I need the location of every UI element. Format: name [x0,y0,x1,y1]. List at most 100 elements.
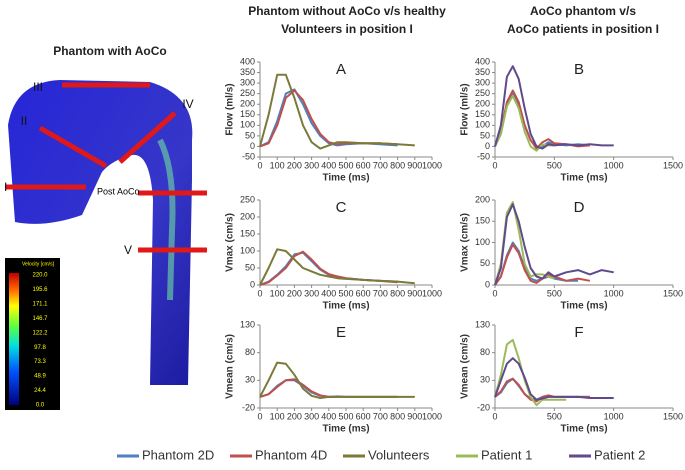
series-line [259,361,415,399]
y-tick-label: 130 [475,319,490,329]
y-tick-label: 250 [240,194,255,204]
x-tick-label: 0 [257,160,262,170]
legend-label: Patient 1 [481,447,532,462]
legend-label: Patient 2 [594,447,645,462]
plane-label: Post AoCo [97,186,140,196]
colorbar [9,273,19,405]
y-tick-label: 200 [240,99,255,109]
x-tick-label: 1500 [663,288,683,298]
x-tick-label: 900 [407,411,422,421]
series-line [259,378,398,398]
x-axis-label: Time (ms) [560,424,607,435]
x-tick-label: 700 [373,411,388,421]
x-tick-label: 200 [287,411,302,421]
colorbar-tick: 73.3 [34,359,46,365]
x-tick-label: 600 [356,411,371,421]
x-tick-label: 100 [270,160,285,170]
plane-label: IV [182,97,193,111]
y-tick-label: 130 [240,319,255,329]
x-tick-label: 700 [373,160,388,170]
x-tick-label: 1000 [604,288,624,298]
y-axis-label: Vmean (cm/s) [225,334,236,399]
x-tick-label: 1500 [663,411,683,421]
x-tick-label: 1000 [422,288,442,298]
x-tick-label: 300 [304,288,319,298]
colorbar-tick: 220.0 [32,273,48,279]
x-tick-label: 500 [547,288,562,298]
y-tick-label: 150 [240,228,255,238]
x-tick-label: 1000 [604,411,624,421]
x-tick-label: 800 [390,160,405,170]
plane [38,125,108,169]
y-axis-label: Vmax (cm/s) [225,213,236,272]
y-tick-label: 0 [485,141,490,151]
x-tick-label: 800 [390,288,405,298]
y-tick-label: 350 [475,67,490,77]
colorbar-tick: 122.2 [32,330,48,336]
y-tick-label: 30 [480,375,490,385]
y-tick-label: 100 [475,237,490,247]
y-tick-label: 80 [480,347,490,357]
colorbar-tick: 195.6 [32,287,48,293]
y-tick-label: -20 [477,402,490,412]
series-line [259,88,398,148]
y-tick-label: 200 [240,211,255,221]
colorbar-tick: 24.4 [34,388,46,394]
x-tick-label: 300 [304,411,319,421]
series-line [494,243,591,286]
y-tick-label: 200 [475,194,490,204]
x-tick-label: 500 [547,411,562,421]
x-tick-label: 400 [321,411,336,421]
x-tick-label: 1500 [663,160,683,170]
panel-letter: B [574,61,584,78]
y-tick-label: 0 [485,279,490,289]
series-line [494,65,614,150]
y-tick-label: -20 [242,402,255,412]
x-tick-label: 600 [356,288,371,298]
series-line [494,357,614,401]
series-line [259,73,415,150]
x-axis-label: Time (ms) [322,424,369,435]
colorbar-tick: 0.0 [36,403,45,409]
y-tick-label: 100 [475,120,490,130]
y-tick-label: 0 [250,141,255,151]
y-tick-label: 50 [480,258,490,268]
legend-label: Volunteers [368,447,430,462]
y-tick-label: 50 [245,130,255,140]
y-tick-label: 30 [245,375,255,385]
series-line [494,203,614,286]
plane-label: II [21,114,28,128]
x-tick-label: 1000 [422,411,442,421]
x-tick-label: 900 [407,160,422,170]
x-tick-label: 0 [492,160,497,170]
x-tick-label: 0 [492,288,497,298]
x-tick-label: 0 [492,411,497,421]
y-tick-label: -50 [242,151,255,161]
y-tick-label: 50 [245,262,255,272]
plane-label: I [4,180,7,194]
colorbar-tick: 146.7 [32,316,48,322]
jet [157,138,176,301]
x-tick-label: 100 [270,411,285,421]
y-axis-label: Flow (ml/s) [225,83,236,135]
panel-letter: C [336,199,347,216]
series-line [259,89,398,148]
panel-letter: E [336,324,346,341]
legend-label: Phantom 4D [255,447,327,462]
y-tick-label: 50 [480,130,490,140]
colorbar-tick: 97.8 [34,345,46,351]
image-title: Phantom with AoCo [53,44,167,58]
y-axis-label: Flow (ml/s) [460,83,471,135]
x-tick-label: 200 [287,288,302,298]
legend-label: Phantom 2D [142,447,214,462]
y-axis-label: Vmean (cm/s) [460,334,471,399]
y-tick-label: 350 [240,67,255,77]
series-line [494,94,555,152]
x-tick-label: 200 [287,160,302,170]
x-tick-label: 700 [373,288,388,298]
x-tick-label: 300 [304,160,319,170]
y-tick-label: 250 [240,88,255,98]
x-tick-label: 1000 [604,160,624,170]
y-tick-label: 100 [240,245,255,255]
